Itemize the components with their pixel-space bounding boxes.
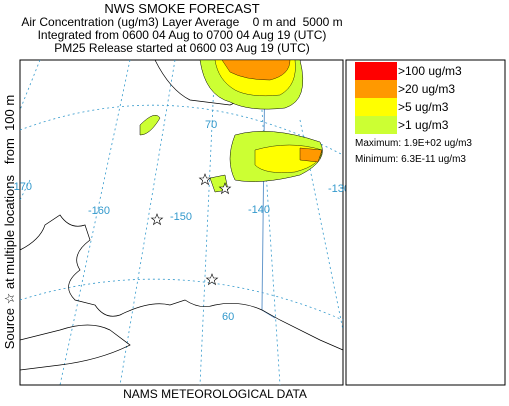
legend-swatch bbox=[355, 116, 397, 134]
legend-label: >100 ug/m3 bbox=[398, 64, 462, 78]
coastline bbox=[19, 214, 344, 351]
legend-stat: Maximum: 1.9E+02 ug/m3 bbox=[355, 138, 472, 149]
legend-label: >5 ug/m3 bbox=[398, 100, 449, 114]
legend-label: >20 ug/m3 bbox=[398, 82, 455, 96]
legend-stat: Minimum: 6.3E-11 ug/m3 bbox=[355, 154, 466, 165]
footer: NAMS METEOROLOGICAL DATA bbox=[123, 387, 307, 401]
legend-label: >1 ug/m3 bbox=[398, 118, 449, 132]
header-line: Air Concentration (ug/m3) Layer Average … bbox=[21, 15, 342, 29]
side-label: Source ☆ at multiple locations from 100 … bbox=[2, 95, 17, 349]
source-star bbox=[150, 213, 164, 226]
map-label: -170 bbox=[10, 181, 32, 193]
coastline bbox=[19, 324, 131, 371]
header-line: PM25 Release started at 0600 03 Aug 19 (… bbox=[54, 41, 309, 55]
header-line: Integrated from 0600 04 Aug to 0700 04 A… bbox=[38, 28, 327, 42]
smoke-area bbox=[221, 59, 291, 81]
smoke-area bbox=[139, 114, 161, 136]
map-label: -160 bbox=[88, 205, 110, 217]
longitude-line bbox=[19, 59, 344, 386]
legend-swatch bbox=[355, 80, 397, 98]
map-label: 60 bbox=[222, 311, 234, 323]
map-label: -130 bbox=[328, 183, 350, 195]
map-label: -150 bbox=[170, 211, 192, 223]
title: NWS SMOKE FORECAST bbox=[104, 1, 259, 16]
legend-swatch bbox=[355, 98, 397, 116]
legend-swatch bbox=[355, 62, 397, 80]
smoke-area bbox=[299, 147, 323, 163]
map-label: -140 bbox=[248, 204, 270, 216]
source-star bbox=[205, 273, 219, 286]
map: -170 -160 -150 -140 -130 70 60 bbox=[10, 59, 350, 386]
map-label: 70 bbox=[205, 119, 217, 131]
source-star bbox=[198, 173, 212, 186]
legend: >100 ug/m3 >20 ug/m3 >5 ug/m3 >1 ug/m3 Maxim… bbox=[345, 59, 506, 386]
source-star bbox=[218, 182, 232, 195]
